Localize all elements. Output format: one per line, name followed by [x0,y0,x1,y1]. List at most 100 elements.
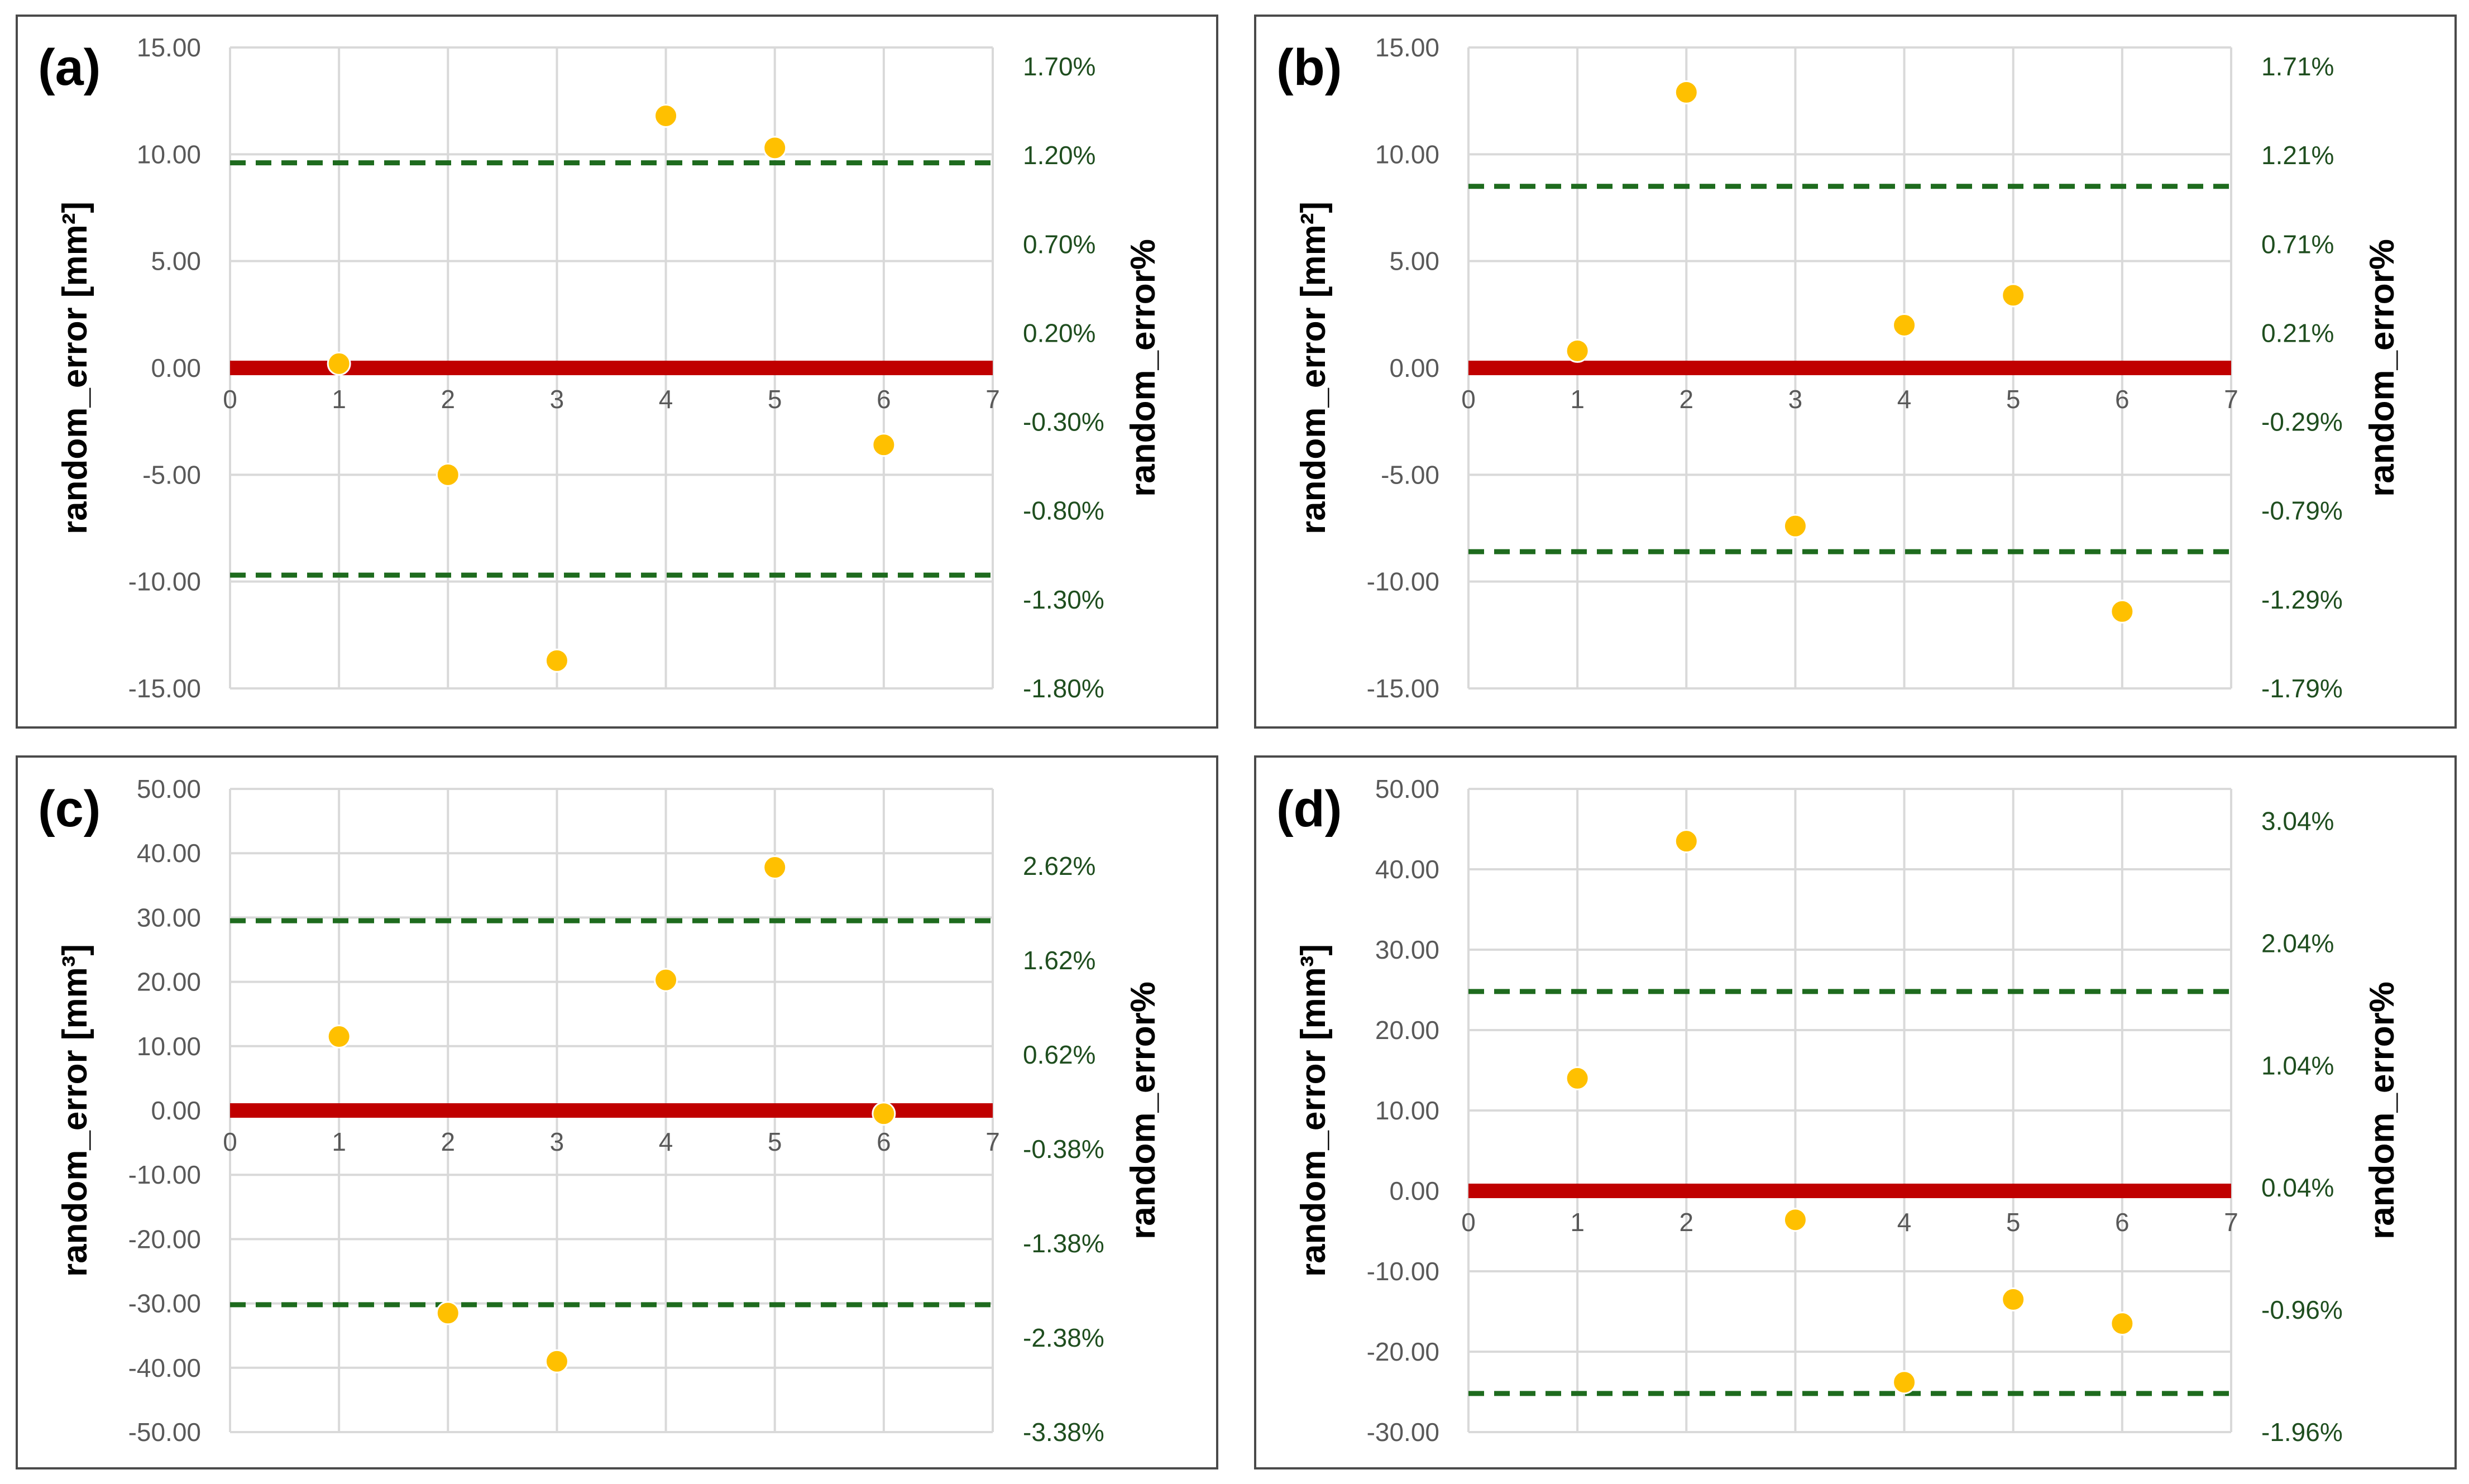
y-axis-title: random_error [mm³] [1294,944,1333,1277]
y2-tick-label: -2.38% [1023,1323,1104,1352]
y-tick-label: -20.00 [128,1224,201,1253]
data-point [327,1025,351,1049]
y2-tick-label: 1.71% [2261,52,2334,81]
x-tick-label: 6 [2115,1208,2130,1237]
y2-tick-label: -0.96% [2261,1295,2343,1324]
y-tick-label: 10.00 [1375,140,1439,169]
chart-panel-b: 15.00 10.00 5.00 0.00 -5.00 -10.00 -15.00 0 1 2 3 4… [1254,15,2457,729]
x-tick-label: 3 [550,385,564,414]
y2-axis-title: random_error% [1124,982,1162,1239]
y-tick-label: 0.00 [1389,353,1439,382]
x-tick-label: 6 [2115,385,2130,414]
y2-tick-label: 1.20% [1023,141,1095,170]
y2-tick-label: 0.04% [2261,1173,2334,1202]
y-tick-label: 10.00 [1375,1096,1439,1125]
y-tick-label: 40.00 [1375,855,1439,884]
y2-tick-label: -0.80% [1023,496,1104,525]
y2-tick-label: -1.29% [2261,585,2343,614]
y-tick-label: -5.00 [1381,460,1439,489]
x-tick-label: 4 [1897,385,1912,414]
data-point [1674,829,1698,854]
y2-tick-label: 2.62% [1023,851,1095,880]
y2-tick-label: 1.04% [2261,1051,2334,1080]
y-tick-label: 20.00 [137,968,201,997]
y2-tick-label: 0.71% [2261,229,2334,258]
data-point [654,968,678,992]
data-point [1783,514,1807,538]
y2-tick-label: -1.96% [2261,1418,2343,1447]
y2-axis-title: random_error% [2363,982,2401,1239]
y2-tick-label: -0.30% [1023,408,1104,437]
data-point [763,136,787,160]
y-tick-label: 10.00 [137,140,201,169]
x-tick-label: 1 [1570,1208,1585,1237]
y2-tick-label: -1.80% [1023,674,1104,703]
y-tick-label: 5.00 [1389,247,1439,276]
data-point [544,648,569,673]
panel-label: (b) [1276,39,1342,96]
x-tick-label: 3 [550,1127,564,1156]
y-tick-label: 40.00 [137,839,201,868]
x-tick-label: 2 [1679,1208,1693,1237]
x-tick-label: 1 [332,385,346,414]
y2-tick-label: -1.30% [1023,585,1104,614]
y-tick-label: -30.00 [1367,1418,1439,1447]
x-tick-label: 6 [877,1127,891,1156]
y-tick-label: -5.00 [142,460,201,489]
x-tick-label: 2 [441,385,455,414]
x-tick-label: 0 [1461,1208,1476,1237]
y-tick-label: -10.00 [1367,567,1439,596]
y2-tick-label: -0.29% [2261,408,2343,437]
x-tick-label: 4 [1897,1208,1912,1237]
y2-tick-label: 1.62% [1023,946,1095,975]
y-tick-label: -40.00 [128,1353,201,1382]
data-point [1892,313,1917,337]
y-axis-title: random_error [mm³] [56,944,94,1277]
chart-panel-c: 50.00 40.00 30.00 20.00 10.00 0.00 -10.00 -20.0… [16,755,1218,1469]
y2-tick-label: -0.38% [1023,1134,1104,1164]
x-tick-label: 7 [985,385,1000,414]
data-point [327,351,351,376]
y-tick-label: 10.00 [137,1032,201,1061]
y2-tick-label: 1.21% [2261,141,2334,170]
y-axis-title: random_error [mm²] [56,202,94,534]
y2-axis-title: random_error% [1124,239,1162,497]
data-point [2001,1287,2026,1311]
data-point [1783,1208,1807,1232]
x-tick-label: 1 [332,1127,346,1156]
y2-tick-label: 0.21% [2261,318,2334,347]
y2-tick-label: 0.62% [1023,1040,1095,1069]
data-point [1892,1370,1917,1395]
data-point [763,855,787,880]
y-tick-label: 0.00 [151,353,201,382]
data-point [1565,1066,1590,1090]
data-point [2001,283,2026,308]
panel-frame [1254,755,2457,1469]
y-axis-title: random_error [mm²] [1294,202,1333,534]
x-tick-label: 5 [2006,1208,2021,1237]
x-tick-label: 7 [985,1127,1000,1156]
data-point [2110,1311,2135,1336]
y-tick-label: -10.00 [128,1160,201,1189]
y-tick-label: 0.00 [1389,1176,1439,1205]
x-tick-label: 4 [659,385,673,414]
y-tick-label: -20.00 [1367,1337,1439,1366]
y-tick-label: -15.00 [1367,674,1439,703]
x-tick-label: 5 [768,1127,782,1156]
data-point [436,1301,460,1325]
x-tick-label: 0 [223,385,237,414]
y2-tick-label: -0.79% [2261,496,2343,525]
y-tick-label: 5.00 [151,247,201,276]
data-point [872,433,896,457]
x-tick-label: 0 [223,1127,237,1156]
data-point [544,1349,569,1373]
y2-tick-label: -3.38% [1023,1418,1104,1447]
x-tick-label: 3 [1788,385,1803,414]
y-tick-label: 50.00 [1375,774,1439,803]
y2-tick-label: -1.38% [1023,1229,1104,1258]
y-tick-label: 20.00 [1375,1016,1439,1045]
y-tick-label: 30.00 [137,903,201,932]
data-point [2110,599,2135,624]
x-tick-label: 6 [877,385,891,414]
data-point [1565,338,1590,363]
